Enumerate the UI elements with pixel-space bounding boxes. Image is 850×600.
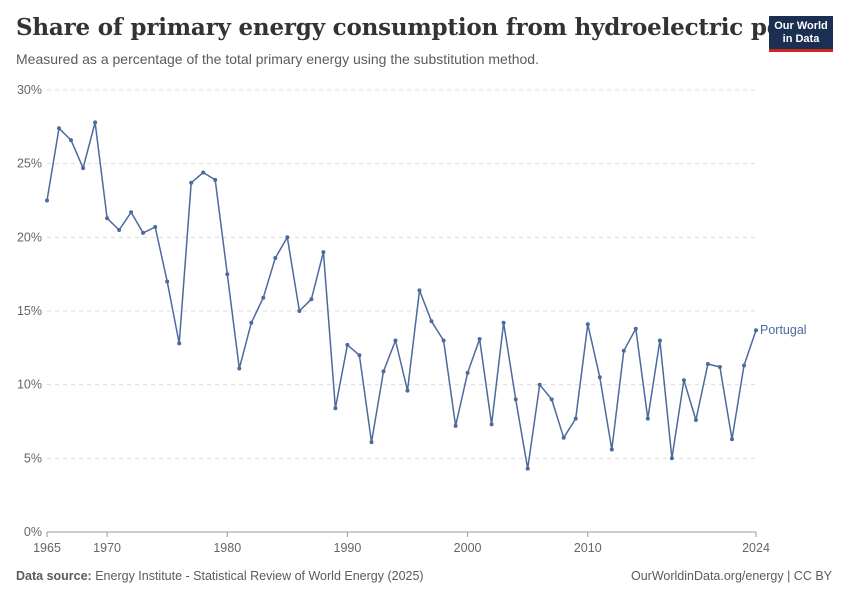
x-tick-label: 2024 xyxy=(742,541,770,555)
data-point xyxy=(369,440,374,445)
series-layer xyxy=(45,120,758,471)
data-point xyxy=(681,378,686,383)
data-point xyxy=(477,337,482,341)
data-point xyxy=(573,416,578,421)
data-point xyxy=(549,397,554,402)
data-point xyxy=(345,342,350,347)
data-point xyxy=(621,348,626,353)
data-point xyxy=(585,322,590,327)
data-point xyxy=(597,375,602,380)
x-tick-label: 2000 xyxy=(454,541,482,555)
data-point xyxy=(393,338,398,343)
logo-line-1: Our World xyxy=(774,20,828,32)
y-tick-label: 25% xyxy=(17,157,42,171)
x-tick-label: 1970 xyxy=(93,541,121,555)
data-point xyxy=(513,397,518,402)
y-tick-label: 15% xyxy=(17,304,42,318)
data-point xyxy=(81,166,86,171)
data-point xyxy=(285,235,290,240)
y-tick-label: 20% xyxy=(17,230,42,244)
y-tick-label: 10% xyxy=(17,378,42,392)
data-source-text[interactable]: Energy Institute - Statistical Review of… xyxy=(91,569,424,583)
chart-title: Share of primary energy consumption from… xyxy=(16,14,828,41)
data-point xyxy=(645,416,650,421)
data-point xyxy=(117,228,122,232)
data-point xyxy=(237,366,242,371)
data-point xyxy=(189,180,194,185)
owid-logo[interactable]: Our World in Data xyxy=(769,16,833,52)
data-point xyxy=(177,341,182,346)
data-point xyxy=(93,120,98,125)
data-source: Data source: Energy Institute - Statisti… xyxy=(16,569,424,583)
data-point xyxy=(225,272,230,277)
y-tick-label: 0% xyxy=(24,525,42,539)
data-point xyxy=(705,362,710,366)
chart-subtitle: Measured as a percentage of the total pr… xyxy=(16,51,539,67)
data-point xyxy=(153,225,158,229)
data-point xyxy=(633,326,638,331)
series-line xyxy=(46,121,757,470)
data-point xyxy=(201,170,206,175)
data-point xyxy=(657,338,662,343)
data-point xyxy=(297,309,302,313)
data-point xyxy=(754,328,758,333)
data-point xyxy=(453,423,458,428)
data-point xyxy=(57,126,61,131)
data-point xyxy=(249,320,254,325)
data-point xyxy=(465,370,470,375)
logo-line-2: in Data xyxy=(782,33,820,45)
data-point xyxy=(105,216,110,221)
data-point xyxy=(165,279,170,284)
data-point xyxy=(693,418,698,422)
x-tick-label: 1965 xyxy=(33,541,61,555)
data-point xyxy=(405,388,410,393)
data-point xyxy=(321,250,326,255)
data-point xyxy=(141,230,146,235)
data-point xyxy=(717,365,722,369)
x-axis: 1965 1970 1980 1990 2000 2010 2024 xyxy=(33,531,770,555)
grid-layer: 0% 5% 10% 15% 20% 25% 30% xyxy=(17,83,756,539)
x-tick-label: 1990 xyxy=(334,541,362,555)
data-point xyxy=(501,320,506,325)
data-point xyxy=(609,447,614,452)
credit-link[interactable]: OurWorldinData.org/energy | CC BY xyxy=(630,569,832,583)
series-label-layer: Portugal xyxy=(760,323,807,337)
data-point xyxy=(441,338,446,343)
data-point xyxy=(742,363,746,368)
series-label: Portugal xyxy=(760,323,807,337)
data-point xyxy=(730,437,734,442)
data-point xyxy=(489,422,494,427)
data-point xyxy=(261,295,266,300)
x-tick-label: 2010 xyxy=(574,541,602,555)
data-point xyxy=(561,435,566,440)
data-point xyxy=(213,177,218,182)
data-point xyxy=(309,297,314,302)
data-point xyxy=(429,319,434,324)
y-tick-label: 30% xyxy=(17,83,42,97)
data-point xyxy=(381,369,386,374)
data-point xyxy=(417,288,422,293)
data-point xyxy=(537,382,542,387)
data-point xyxy=(669,456,674,461)
data-point xyxy=(45,198,49,203)
data-source-label: Data source: xyxy=(16,569,92,583)
data-point xyxy=(357,353,362,358)
data-point xyxy=(129,210,134,215)
data-point xyxy=(69,138,73,143)
data-point xyxy=(333,406,338,411)
y-tick-label: 5% xyxy=(24,451,42,465)
data-point xyxy=(525,466,530,471)
data-point xyxy=(273,256,278,260)
x-tick-label: 1980 xyxy=(213,541,241,555)
